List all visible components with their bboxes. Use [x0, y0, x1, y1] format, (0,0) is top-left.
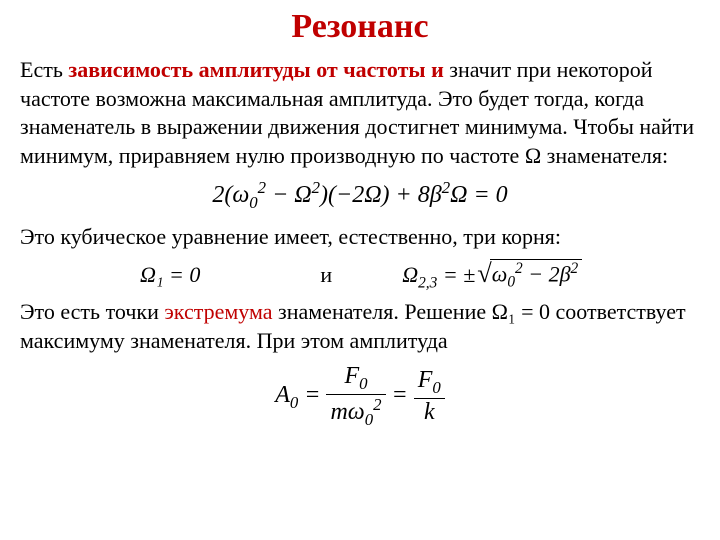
- fraction-1: F0 mω02: [326, 363, 385, 430]
- paragraph-3: Это есть точки экстремума знаменателя. Р…: [20, 298, 700, 355]
- f2-num1: F0: [326, 363, 385, 395]
- formula-2: A0 = F0 mω02 = F0 k: [20, 363, 700, 430]
- root2-sqrt-body: ω02 − 2β2: [490, 259, 582, 292]
- root-1: Ω₁ = 0: [140, 262, 200, 288]
- root2-prefix: Ω: [402, 262, 418, 287]
- f2-den2: k: [414, 399, 445, 426]
- root-and: и: [320, 262, 332, 288]
- formula-1: 2(ω02 − Ω2)(−2Ω) + 8β2Ω = 0: [20, 178, 700, 213]
- root-2: Ω2,3 = ± ω02 − 2β2: [402, 258, 582, 292]
- f2-den1: mω02: [326, 395, 385, 430]
- para3-t1: Это есть точки: [20, 299, 164, 324]
- paragraph-1: Есть зависимость амплитуды от частоты и …: [20, 56, 700, 170]
- roots-row: Ω₁ = 0 и Ω2,3 = ± ω02 − 2β2: [20, 258, 700, 292]
- sqrt-icon: ω02 − 2β2: [475, 258, 582, 292]
- para1-t1: Есть: [20, 57, 68, 82]
- page-title: Резонанс: [20, 8, 700, 46]
- para3-emphasis: экстремума: [164, 299, 272, 324]
- fraction-2: F0 k: [414, 367, 445, 426]
- paragraph-2: Это кубическое уравнение имеет, естестве…: [20, 223, 700, 252]
- para1-emphasis: зависимость амплитуды от частоты и: [68, 57, 443, 82]
- root2-sub: 2,3: [418, 274, 437, 291]
- f2-num2: F0: [414, 367, 445, 399]
- f2-mid: =: [386, 382, 414, 408]
- f2-lhs: A0 =: [275, 382, 326, 408]
- root2-eq: = ±: [437, 262, 475, 287]
